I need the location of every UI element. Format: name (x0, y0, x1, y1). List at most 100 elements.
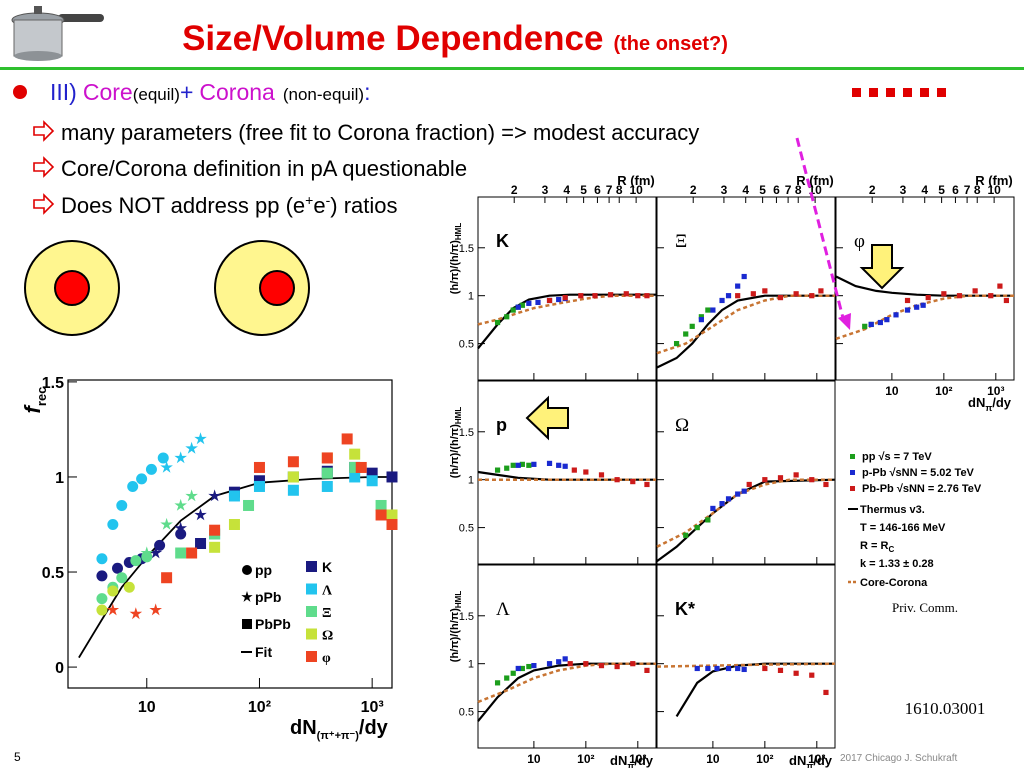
data-point (208, 489, 221, 502)
data-point (914, 304, 920, 310)
x-tick-label: 10³ (987, 384, 1004, 398)
page-number: 5 (14, 750, 21, 764)
data-point (705, 307, 711, 313)
data-point (725, 293, 732, 299)
title: Size/Volume Dependence (the onset?) (182, 19, 728, 58)
colon: : (364, 79, 370, 105)
y-tick-label: 1 (468, 475, 474, 487)
data-point (228, 490, 240, 502)
fit-line (78, 476, 392, 659)
x-tick-label: 10² (577, 752, 594, 766)
sup: + (305, 192, 313, 208)
legend-swatch (850, 486, 855, 491)
x-label-end: /dy (359, 717, 389, 739)
data-point (823, 481, 829, 488)
r-tick-label: 7 (785, 183, 792, 197)
data-point (583, 469, 589, 475)
data-point (96, 593, 108, 605)
data-point (154, 539, 166, 551)
legend-swatch (306, 583, 317, 595)
data-point (562, 656, 568, 662)
data-point (209, 541, 221, 553)
legend-label: K (322, 559, 332, 575)
legend-param: k = 1.33 ± 0.28 (860, 558, 934, 570)
legend-label: pp √s = 7 TeV (862, 451, 932, 463)
data-point (386, 518, 398, 530)
data-point (868, 321, 874, 328)
r-tick-label: 4 (563, 183, 570, 197)
data-point (746, 481, 752, 488)
yellow-arrow-left (525, 395, 569, 441)
panel-label: K (496, 231, 509, 251)
data-point (531, 461, 537, 467)
sub-bullet: many parameters (free fit to Corona frac… (61, 120, 699, 145)
y-label-main: (h/π)/(h/π) (449, 608, 461, 662)
data-point (123, 581, 135, 593)
data-point (510, 462, 516, 468)
data-point (698, 314, 704, 320)
x-label-sub: (π⁺+π⁻) (317, 730, 360, 742)
r-axis-label: R (fm) (796, 173, 834, 188)
data-point (519, 665, 525, 672)
data-point (741, 666, 747, 673)
panel-label: Ω (675, 415, 689, 436)
core-corona-curve (656, 478, 835, 548)
r-tick-label: 5 (938, 183, 945, 197)
thermus-curve (656, 294, 835, 369)
x-axis-label: dNπ/dy (789, 753, 833, 768)
data-point (321, 480, 333, 492)
data-point (635, 293, 641, 299)
param-text: T = 146-166 MeV (860, 522, 946, 534)
data-point (194, 508, 207, 521)
priv-comm: Priv. Comm. (892, 600, 958, 615)
r-tick-label: 3 (542, 183, 549, 197)
data-point (735, 293, 741, 299)
data-point (644, 667, 650, 673)
data-point (546, 661, 553, 667)
data-point (160, 517, 173, 530)
data-point (683, 331, 689, 337)
legend-label: Ω (322, 629, 333, 644)
data-point (583, 661, 589, 667)
data-point (157, 452, 169, 464)
data-point (130, 555, 142, 567)
r-tick-label: 2 (869, 183, 876, 197)
data-point (194, 432, 207, 445)
y-label-sub: HML (454, 591, 463, 608)
core-corona-curve (656, 662, 836, 668)
x-axis-label: dNπ/dy (968, 395, 1012, 413)
x-tick-label: 10² (935, 384, 952, 398)
r-tick-label: 3 (721, 183, 728, 197)
reference: 1610.03001 (905, 699, 986, 718)
bullet-dot (13, 85, 27, 99)
r-tick-label: 8 (795, 183, 802, 197)
title-rule (0, 67, 1024, 70)
legend-param: R = RC (860, 540, 894, 554)
legend-label: φ (322, 651, 331, 666)
data-point (630, 479, 636, 485)
data-point (705, 665, 711, 672)
r-tick-label: 3 (900, 183, 907, 197)
sub-bullet-text: Does NOT address pp (e (61, 193, 305, 218)
data-point (762, 665, 768, 672)
y-tick-label: 0.5 (459, 523, 474, 535)
data-point (793, 472, 799, 478)
data-point (515, 462, 521, 468)
y-axis-label: (h/π)/(h/π)HML (449, 407, 463, 479)
r-axis-label: R (fm) (617, 173, 655, 188)
data-point (349, 448, 361, 460)
data-point (741, 273, 747, 280)
r-tick-label: 6 (773, 183, 780, 197)
x-label-end: /dy (992, 395, 1012, 410)
sup: - (326, 192, 331, 208)
x-label-sub: π (806, 761, 813, 768)
data-point (127, 480, 139, 492)
data-point (107, 585, 119, 597)
data-point (116, 572, 128, 584)
panel-frame (477, 196, 657, 381)
data-point (925, 295, 931, 301)
data-point (243, 499, 255, 511)
panel-label: Ξ (675, 231, 687, 252)
data-point (526, 663, 532, 670)
